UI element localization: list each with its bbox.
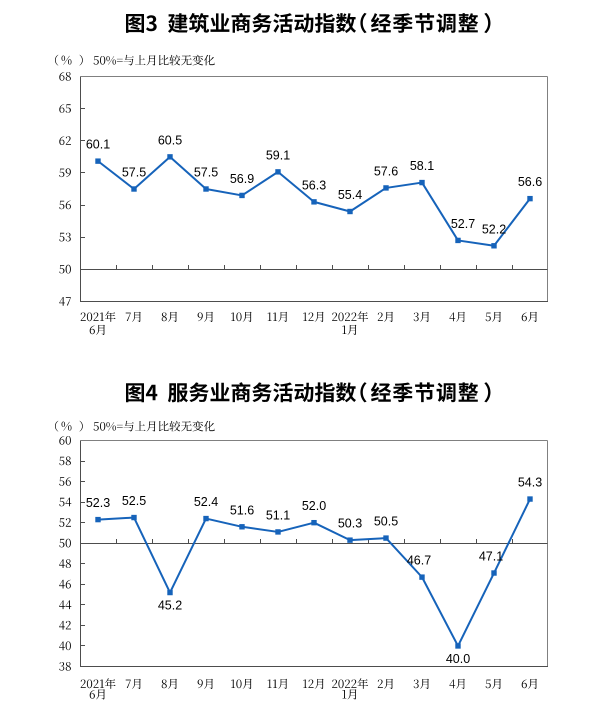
svg-text:51.6: 51.6 (230, 503, 254, 517)
svg-text:60.1: 60.1 (86, 138, 110, 152)
svg-text:59.1: 59.1 (266, 148, 290, 162)
svg-text:56.9: 56.9 (230, 172, 254, 186)
svg-text:54.3: 54.3 (518, 476, 542, 490)
svg-text:52.4: 52.4 (194, 495, 218, 509)
svg-text:46.7: 46.7 (407, 554, 431, 568)
svg-text:40.0: 40.0 (446, 652, 470, 666)
svg-text:60.5: 60.5 (158, 133, 182, 147)
svg-text:50.5: 50.5 (374, 515, 398, 529)
svg-text:55.4: 55.4 (338, 188, 362, 202)
svg-text:56.3: 56.3 (302, 178, 326, 192)
svg-text:45.2: 45.2 (158, 599, 182, 613)
svg-text:57.5: 57.5 (194, 166, 218, 180)
svg-text:57.5: 57.5 (122, 166, 146, 180)
svg-text:51.1: 51.1 (266, 508, 290, 522)
svg-text:50.3: 50.3 (338, 517, 362, 531)
svg-text:52.5: 52.5 (122, 494, 146, 508)
svg-text:52.2: 52.2 (482, 222, 506, 236)
svg-text:52.3: 52.3 (86, 496, 110, 510)
svg-text:57.6: 57.6 (374, 164, 398, 178)
svg-text:52.7: 52.7 (451, 217, 475, 231)
svg-text:58.1: 58.1 (410, 159, 434, 173)
svg-text:52.0: 52.0 (302, 499, 326, 513)
svg-text:56.6: 56.6 (518, 175, 542, 189)
svg-text:47.1: 47.1 (479, 550, 503, 564)
